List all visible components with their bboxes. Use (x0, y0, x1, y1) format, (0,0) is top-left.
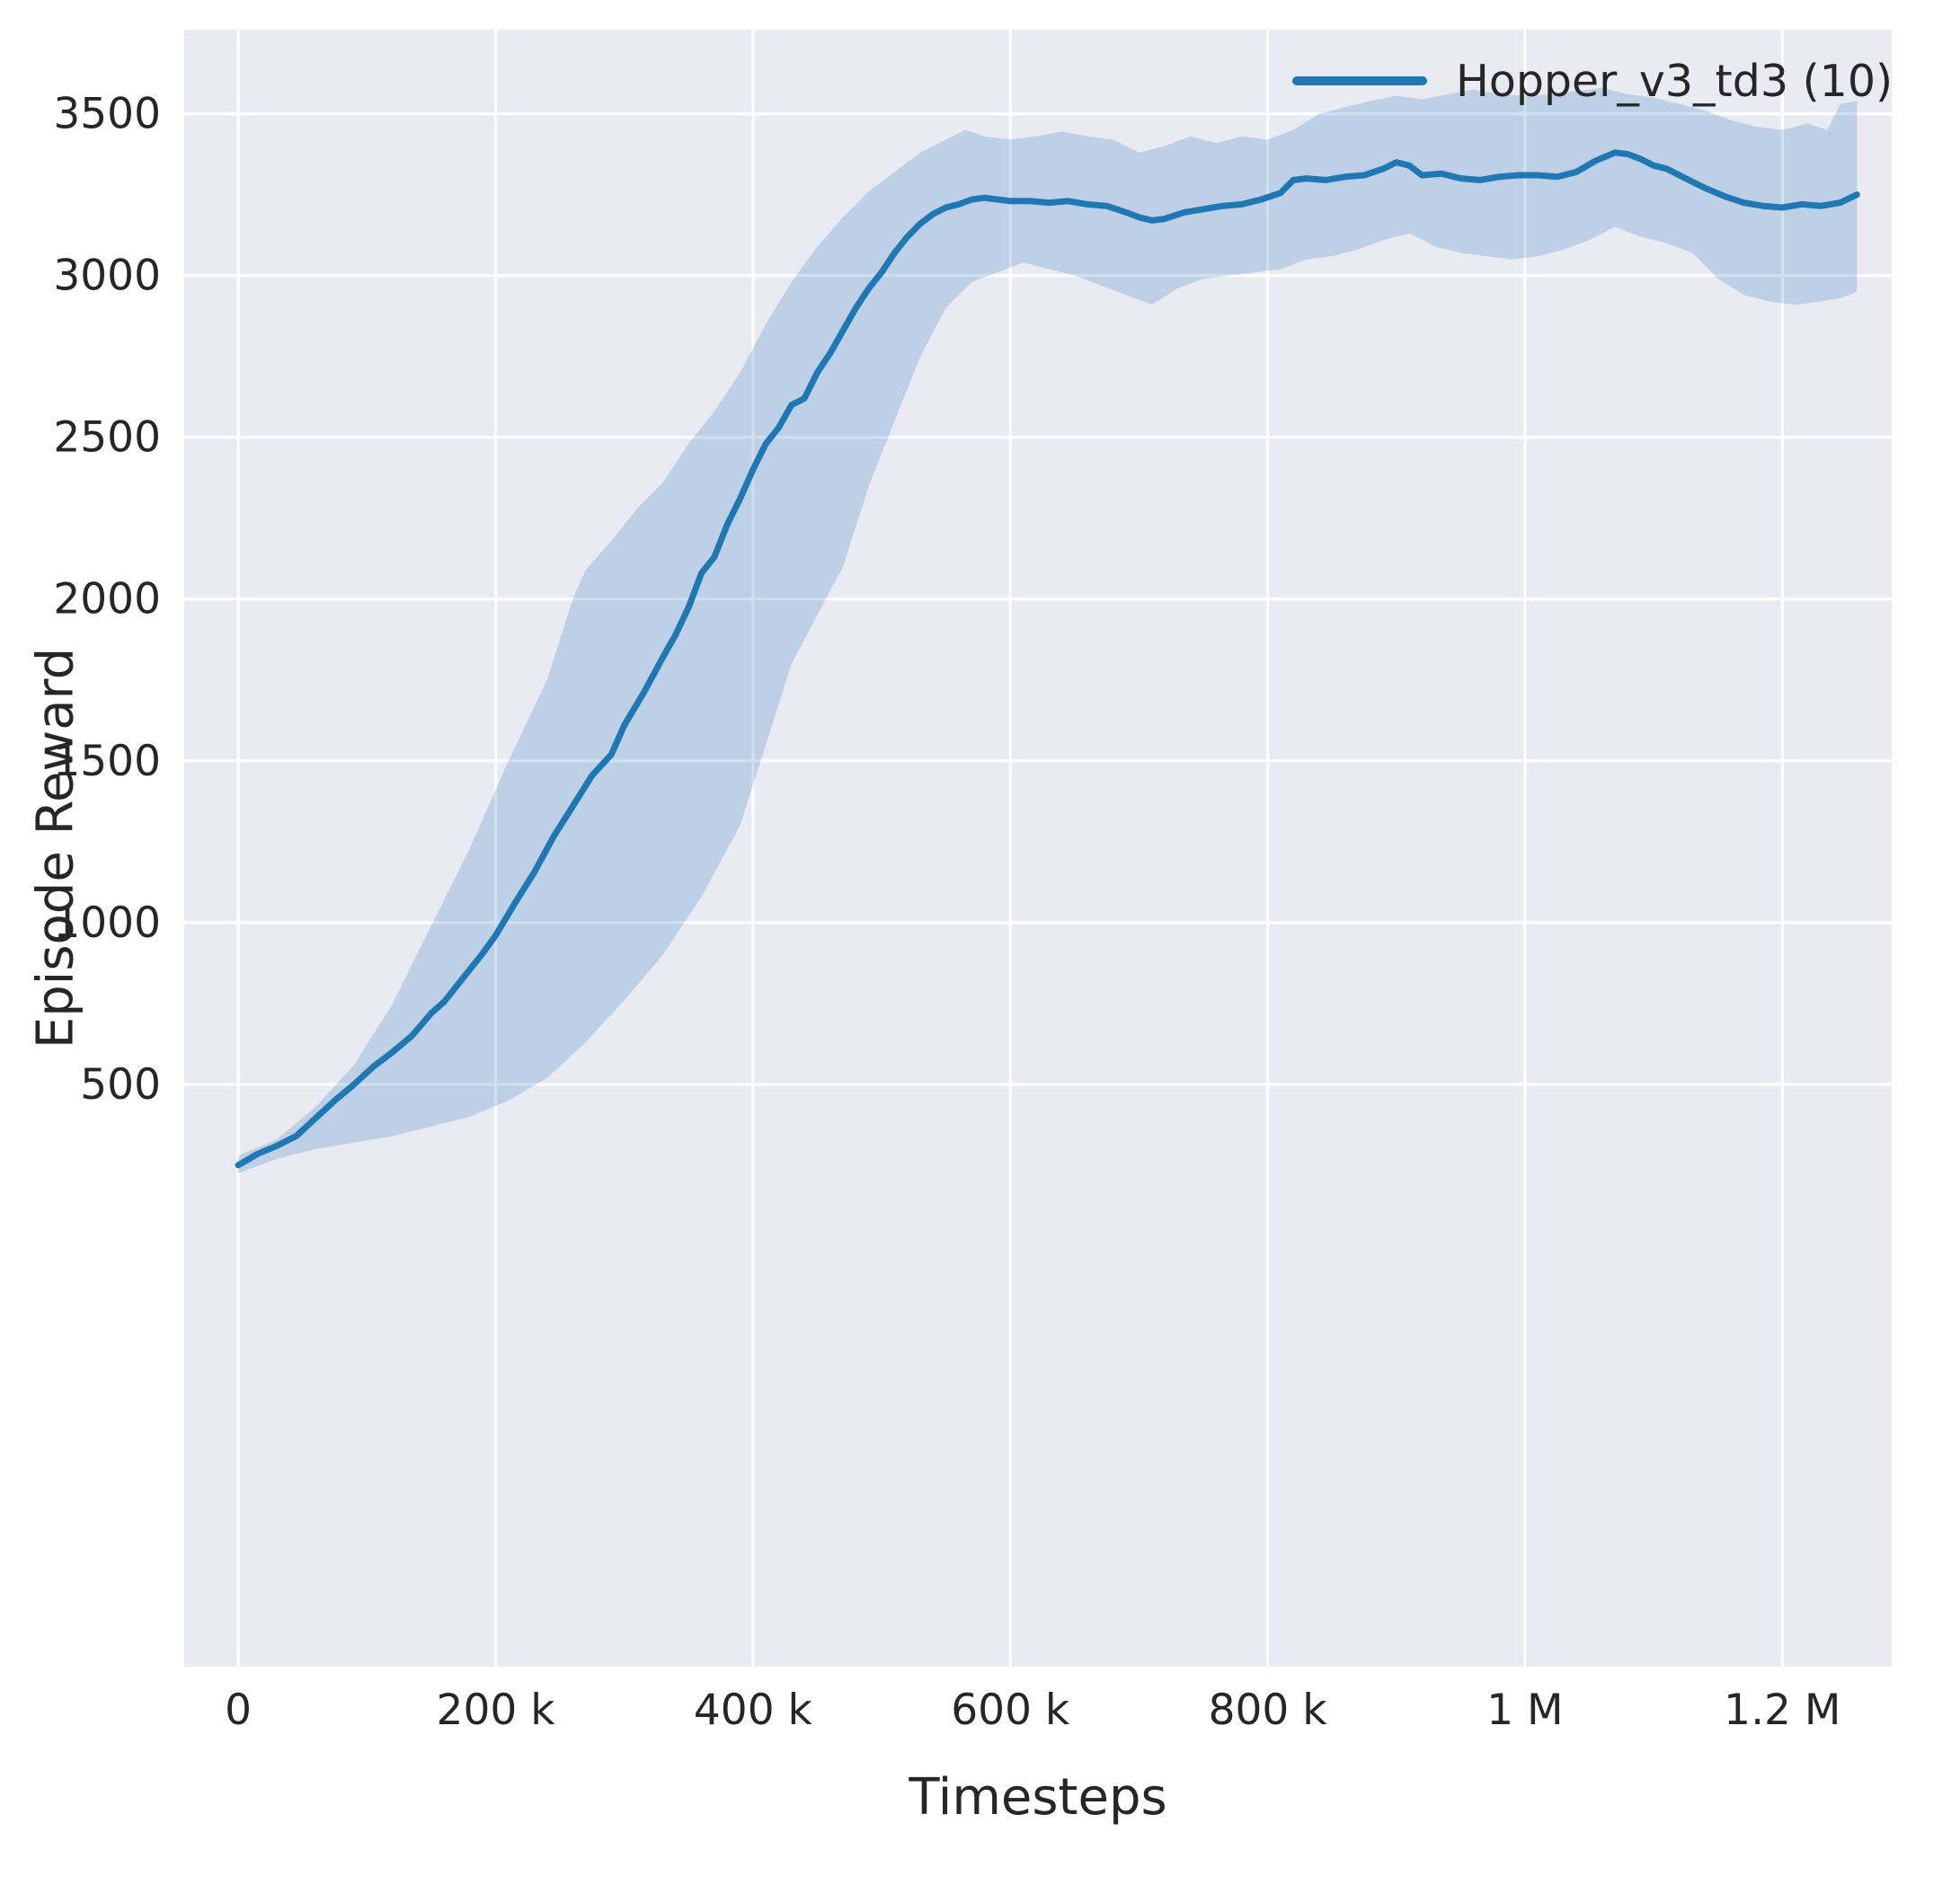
x-tick-label: 1 M (1486, 1686, 1563, 1735)
x-tick-label: 0 (225, 1686, 252, 1735)
y-tick-label: 1500 (53, 737, 161, 786)
y-tick-label: 2500 (53, 413, 161, 463)
plot-area (184, 30, 1892, 1667)
y-tick-label: 1000 (53, 898, 161, 948)
x-tick-label: 200 k (437, 1686, 556, 1735)
legend: Hopper_v3_td3 (10) (1292, 52, 1893, 110)
x-tick-label: 600 k (951, 1686, 1070, 1735)
y-tick-label: 500 (80, 1060, 161, 1110)
y-axis-label: Episode Reward (26, 647, 85, 1049)
x-tick-label: 400 k (694, 1686, 813, 1735)
mean-line (235, 149, 1860, 1169)
y-tick-label: 2000 (53, 575, 161, 624)
y-tick-label: 3000 (53, 252, 161, 301)
x-tick-label: 800 k (1209, 1686, 1328, 1735)
legend-label: Hopper_v3_td3 (10) (1456, 55, 1893, 107)
x-axis-label: Timesteps (909, 1768, 1167, 1827)
legend-line-swatch (1292, 76, 1427, 85)
x-tick-label: 1.2 M (1724, 1686, 1840, 1735)
confidence-band (238, 87, 1858, 1173)
y-tick-label: 3500 (53, 90, 161, 139)
